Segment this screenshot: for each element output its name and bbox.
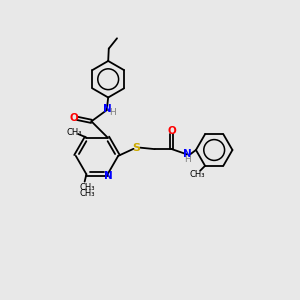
Text: CH₃: CH₃ [189, 169, 205, 178]
Text: CH₃: CH₃ [66, 128, 82, 137]
Text: CH₃: CH₃ [79, 183, 95, 192]
Text: N: N [183, 149, 192, 159]
Text: CH₃: CH₃ [79, 190, 95, 199]
Text: N: N [103, 104, 112, 114]
Text: O: O [70, 113, 79, 123]
Text: H: H [184, 155, 191, 164]
Text: S: S [133, 142, 140, 153]
Text: N: N [103, 171, 112, 181]
Text: H: H [109, 108, 116, 117]
Text: O: O [167, 126, 176, 136]
